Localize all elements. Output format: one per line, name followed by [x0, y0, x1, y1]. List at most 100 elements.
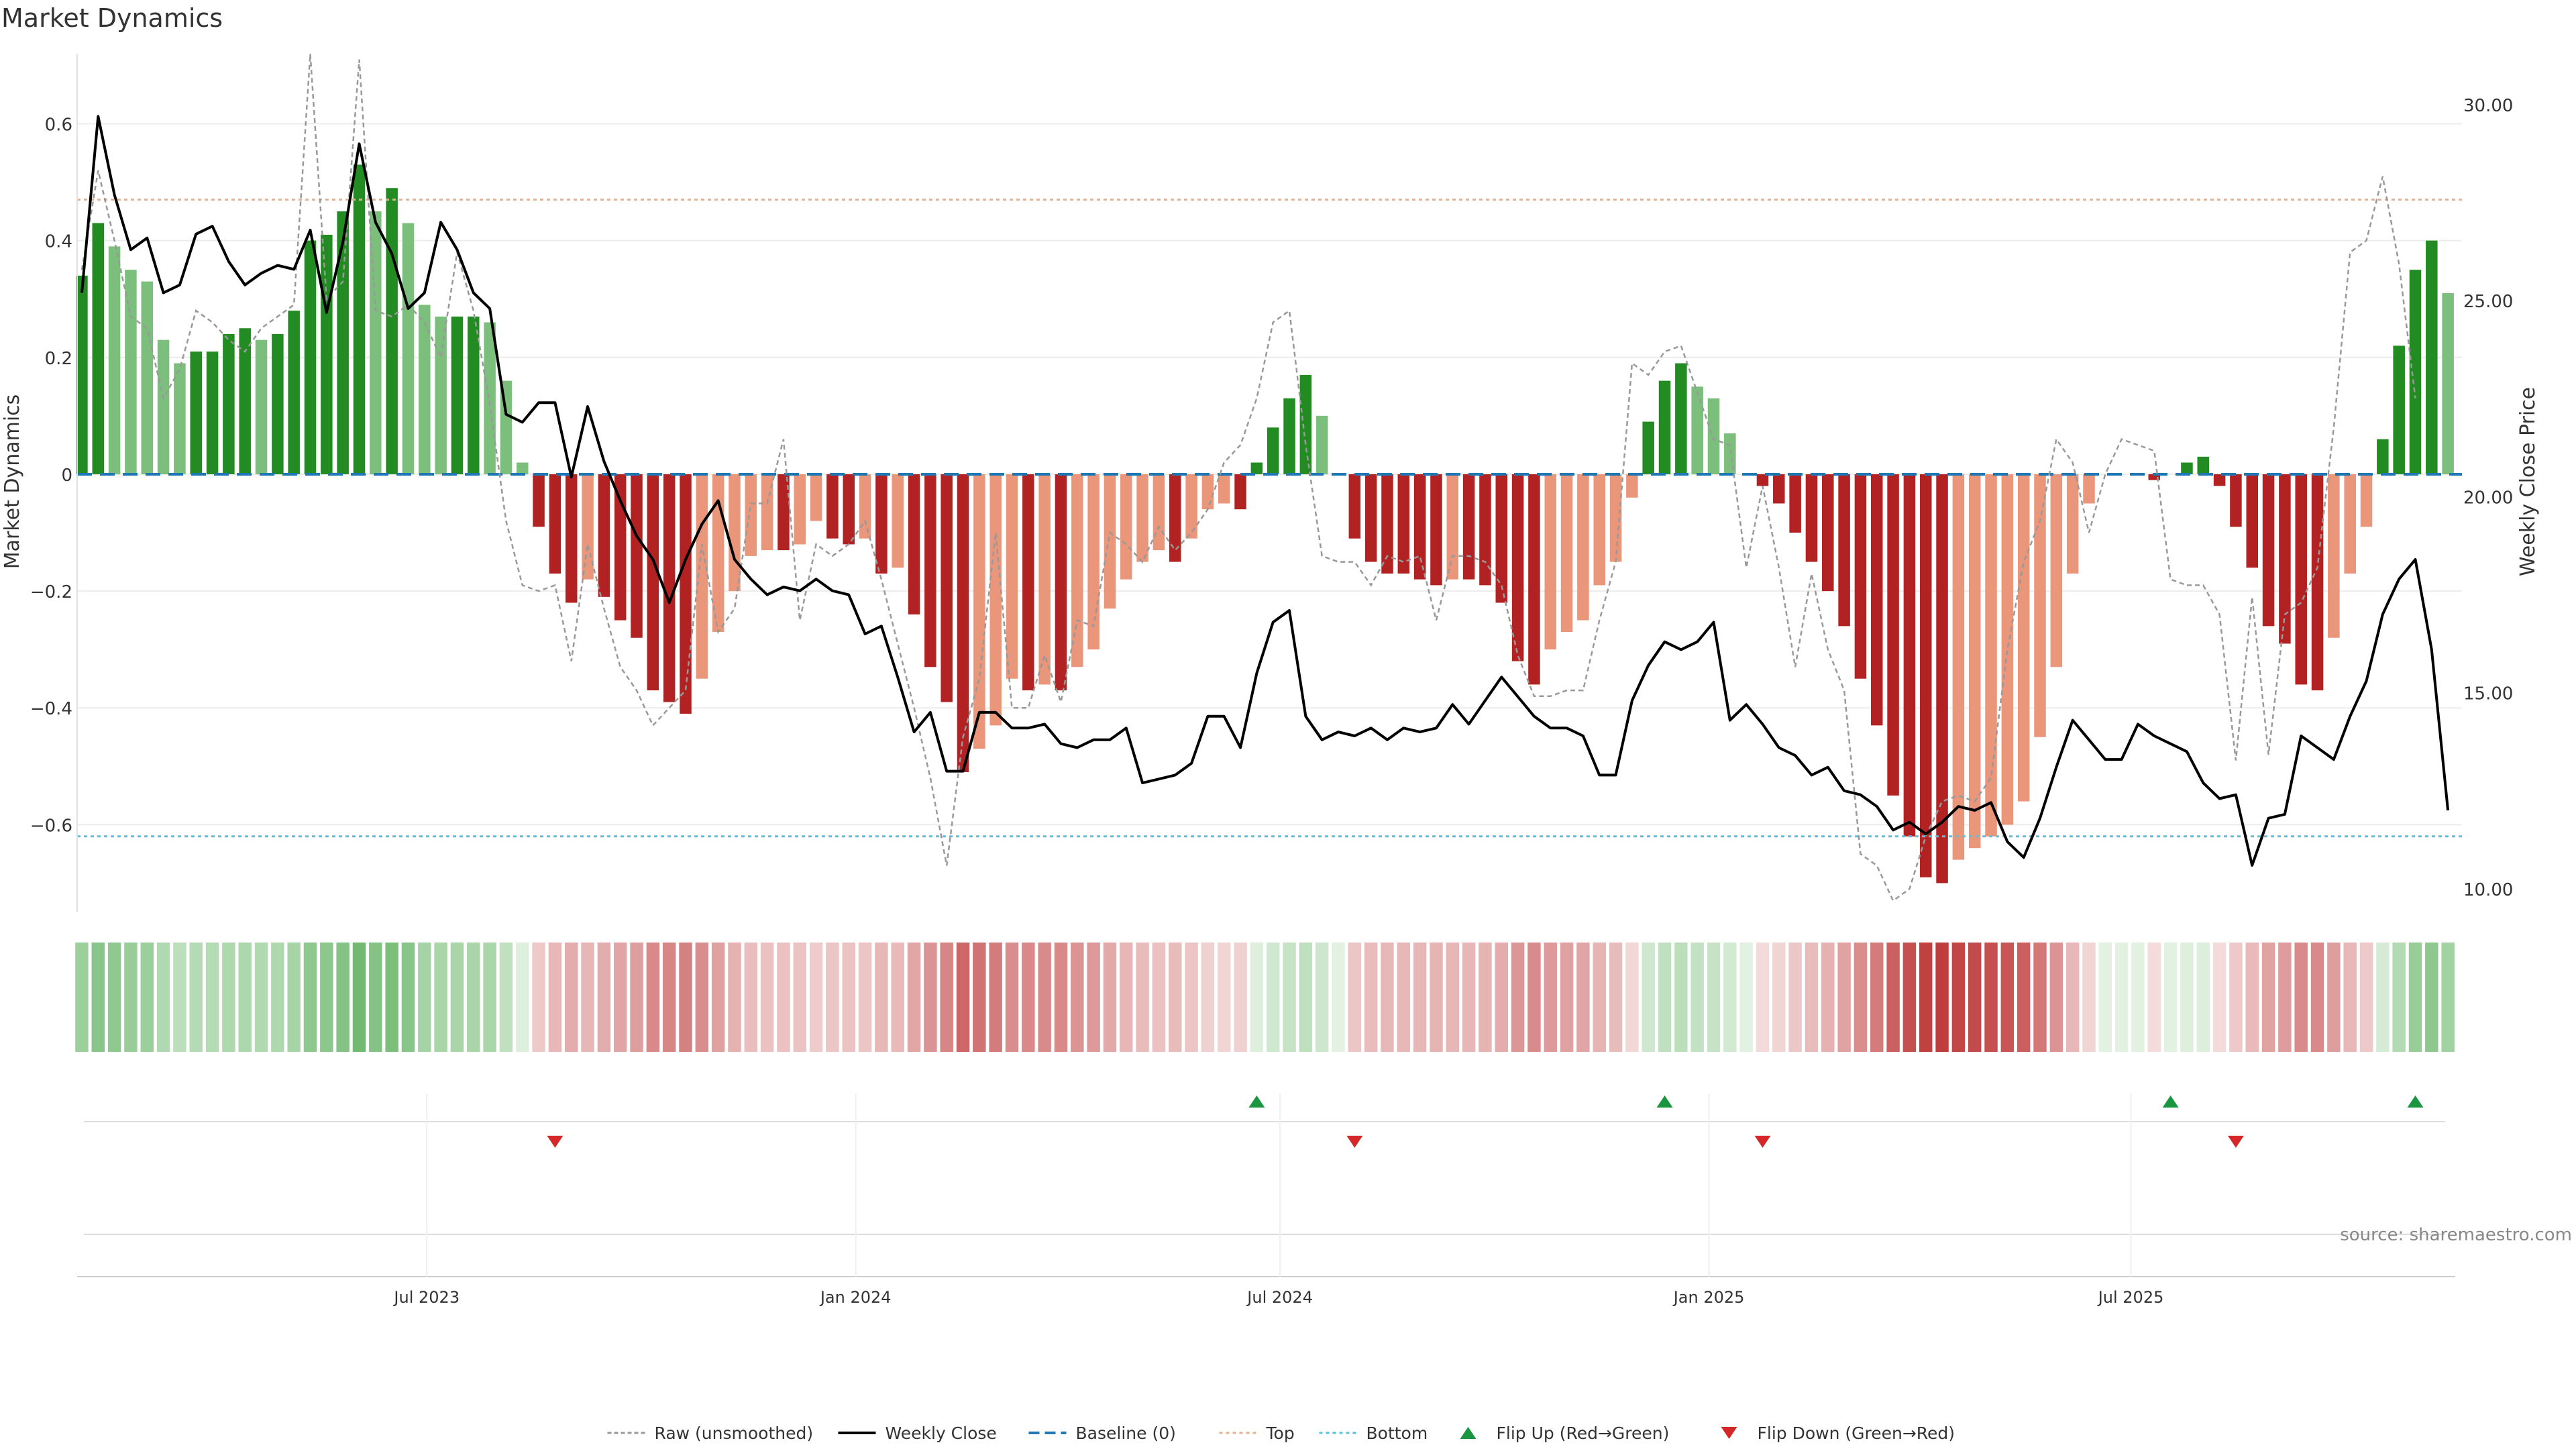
- dynamics-bar: [1413, 474, 1426, 580]
- dynamics-bar: [973, 474, 985, 749]
- flip-down-marker: [547, 1136, 564, 1148]
- dynamics-bar: [1838, 474, 1850, 627]
- heat-cell: [401, 943, 415, 1052]
- heat-cell: [1430, 943, 1443, 1052]
- heat-cell: [907, 943, 921, 1052]
- heat-cell: [1593, 943, 1606, 1052]
- dynamics-bar: [957, 474, 969, 773]
- dynamics-bar: [908, 474, 920, 614]
- dynamics-bar: [1348, 474, 1361, 539]
- heat-cell: [1707, 943, 1721, 1052]
- heat-cell: [973, 943, 986, 1052]
- dynamics-bar: [1577, 474, 1589, 621]
- flip-up-marker: [2407, 1095, 2424, 1108]
- dynamics-bar: [402, 223, 415, 474]
- heat-cell: [2229, 943, 2243, 1052]
- dynamics-bar: [76, 275, 88, 474]
- heat-cell: [597, 943, 611, 1052]
- heat-cell: [1054, 943, 1068, 1052]
- dynamics-bar: [2083, 474, 2095, 504]
- legend-swatch-flip-up: [1460, 1427, 1477, 1439]
- heat-cell: [1837, 943, 1851, 1052]
- left-tick-label: 0.2: [45, 349, 72, 369]
- dynamics-bar: [875, 474, 888, 574]
- dynamics-bar: [1756, 474, 1769, 486]
- heat-cell: [1902, 943, 1917, 1052]
- dynamics-bar: [125, 270, 137, 474]
- dynamics-bar: [1055, 474, 1067, 691]
- dynamics-bar: [1462, 474, 1475, 580]
- dynamics-bar: [1201, 474, 1214, 510]
- heat-cell: [1299, 943, 1313, 1052]
- dynamics-bar: [1724, 433, 1736, 474]
- heat-cell: [2245, 943, 2259, 1052]
- heat-cell: [2441, 943, 2455, 1052]
- dynamics-bar: [370, 211, 382, 474]
- heat-cell: [2147, 943, 2161, 1052]
- heat-cell: [1984, 943, 1998, 1052]
- left-tick-label: 0: [61, 466, 72, 486]
- heat-cell: [875, 943, 888, 1052]
- dynamics-bar: [451, 316, 464, 474]
- dynamics-bar: [1707, 398, 1720, 474]
- heat-cell: [532, 943, 545, 1052]
- x-tick-label: Jul 2025: [2097, 1288, 2164, 1307]
- heat-cell: [1919, 943, 1933, 1052]
- dynamics-bar: [468, 316, 480, 474]
- heat-cell: [1169, 943, 1182, 1052]
- right-tick-label: 15.00: [2463, 684, 2513, 704]
- heat-cell: [2294, 943, 2308, 1052]
- dynamics-bar: [2213, 474, 2226, 486]
- heat-cell: [91, 943, 105, 1052]
- flip-down-marker: [1346, 1136, 1363, 1148]
- dynamics-bar: [272, 333, 284, 474]
- dynamics-bar: [1250, 462, 1263, 474]
- momentum-heat-strip: [75, 943, 2455, 1052]
- heat-cell: [1495, 943, 1508, 1052]
- heat-cell: [2408, 943, 2422, 1052]
- dynamics-bar: [435, 316, 447, 474]
- heat-cell: [1674, 943, 1688, 1052]
- dynamics-bar: [1152, 474, 1165, 551]
- heat-cell: [581, 943, 594, 1052]
- dynamics-bar: [2034, 474, 2046, 737]
- heat-cell: [2310, 943, 2324, 1052]
- heat-cell: [777, 943, 790, 1052]
- heat-cell: [385, 943, 398, 1052]
- heat-cell: [1788, 943, 1802, 1052]
- dynamics-bar: [859, 474, 871, 539]
- heat-cell: [1821, 943, 1835, 1052]
- dynamics-bar: [1316, 415, 1328, 474]
- flip-up-marker: [2162, 1095, 2179, 1108]
- dynamics-bar: [2262, 474, 2275, 627]
- heat-cell: [1152, 943, 1166, 1052]
- heat-cell: [826, 943, 839, 1052]
- heat-cell: [450, 943, 464, 1052]
- legend-item-raw: Raw (unsmoothed): [607, 1424, 813, 1443]
- dynamics-bar: [1968, 474, 1981, 849]
- heat-cell: [630, 943, 643, 1052]
- dynamics-bar: [1691, 386, 1703, 474]
- legend-label: Weekly Close: [885, 1424, 997, 1443]
- dynamics-bar: [141, 281, 154, 474]
- dynamics-bar: [386, 188, 398, 474]
- heat-cell: [254, 943, 268, 1052]
- heat-cell: [1348, 943, 1362, 1052]
- heat-cell: [418, 943, 431, 1052]
- dynamics-bar: [1854, 474, 1867, 679]
- source-note: source: sharemaestro.com: [2340, 1225, 2572, 1245]
- dynamics-bar: [1887, 474, 1899, 796]
- dynamics-bars: [76, 164, 2454, 883]
- legend-item-flipdown: Flip Down (Green→Red): [1721, 1424, 1955, 1443]
- dynamics-bar: [892, 474, 904, 568]
- heat-cell: [1397, 943, 1411, 1052]
- dynamics-bar: [1822, 474, 1834, 592]
- heat-cell: [2082, 943, 2096, 1052]
- heat-cell: [140, 943, 154, 1052]
- dynamics-bar: [1495, 474, 1508, 603]
- dynamics-bar: [2426, 240, 2438, 474]
- heat-cell: [2131, 943, 2145, 1052]
- dynamics-bar: [239, 328, 251, 474]
- heat-cell: [1332, 943, 1345, 1052]
- heat-cell: [1266, 943, 1280, 1052]
